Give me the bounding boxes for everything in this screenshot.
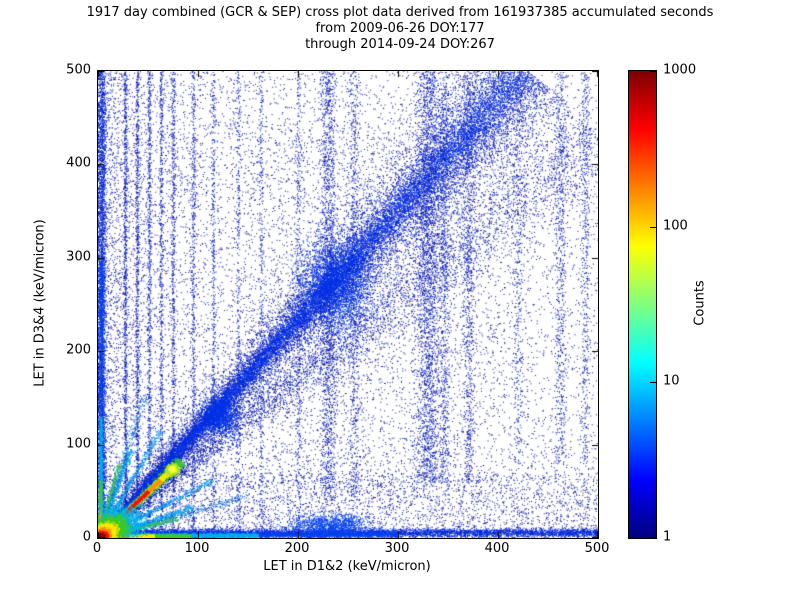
x-tick-label: 100 (184, 541, 210, 556)
y-tick-label: 300 (66, 249, 91, 265)
y-tick-label: 500 (66, 62, 91, 78)
x-tick-label: 0 (92, 541, 102, 556)
colorbar-tick-label: 1000 (663, 62, 697, 78)
y-tick-label: 0 (82, 529, 91, 545)
title-line-3: through 2014-09-24 DOY:267 (305, 37, 495, 52)
y-tick-label: 200 (66, 342, 91, 358)
y-axis-label: LET in D3&4 (keV/micron) (32, 219, 48, 387)
colorbar (628, 70, 657, 539)
plot-area (97, 70, 599, 539)
colorbar-tick-mark (650, 71, 656, 72)
colorbar-tick-mark (650, 382, 656, 384)
colorbar-tick-label: 10 (663, 373, 680, 389)
scatter-canvas (98, 71, 598, 538)
y-tick-label: 400 (66, 155, 91, 171)
chart-title: 1917 day combined (GCR & SEP) cross plot… (0, 5, 800, 53)
x-tick-label: 500 (584, 541, 610, 556)
colorbar-tick-mark (650, 537, 656, 538)
colorbar-tick-label: 100 (663, 218, 688, 234)
y-tick-label: 100 (66, 436, 91, 452)
x-tick-label: 400 (484, 541, 510, 556)
x-tick-label: 300 (384, 541, 410, 556)
title-line-2: from 2009-06-26 DOY:177 (315, 21, 485, 36)
x-tick-label: 200 (284, 541, 310, 556)
title-line-1: 1917 day combined (GCR & SEP) cross plot… (86, 5, 714, 20)
colorbar-tick-mark (650, 226, 656, 228)
colorbar-label: Counts (692, 280, 708, 326)
x-axis-label: LET in D1&2 (keV/micron) (263, 559, 431, 574)
colorbar-tick-label: 1 (663, 529, 672, 545)
